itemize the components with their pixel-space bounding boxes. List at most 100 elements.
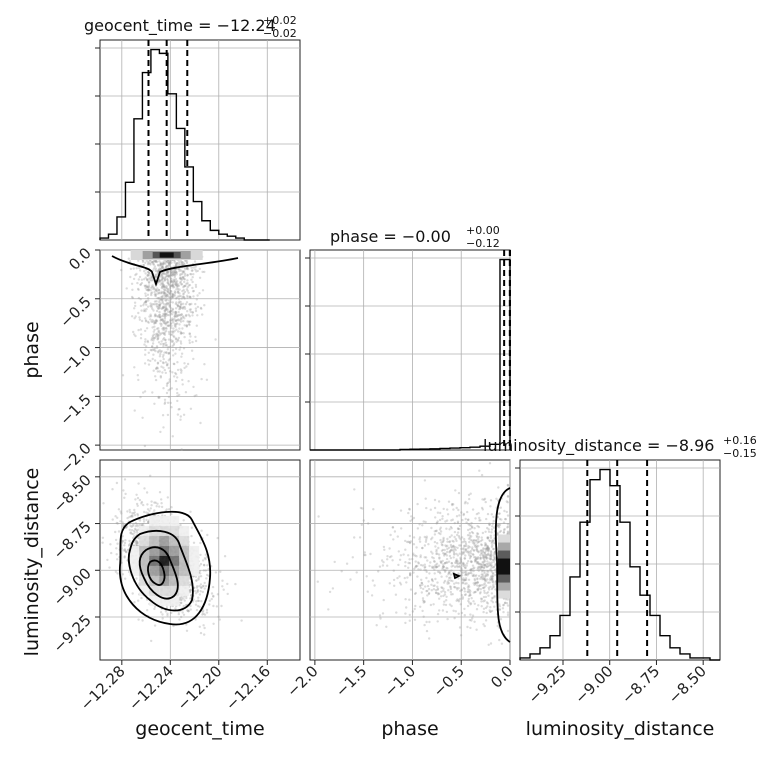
scatter-point xyxy=(159,350,162,354)
scatter-point xyxy=(487,530,491,533)
scatter-point xyxy=(174,310,177,314)
scatter-point xyxy=(185,301,189,304)
density-block xyxy=(159,535,170,546)
scatter-point xyxy=(129,267,133,271)
scatter-point xyxy=(138,498,142,502)
scatter-point xyxy=(165,299,168,302)
scatter-point xyxy=(161,314,164,318)
density-block xyxy=(159,252,174,258)
scatter-point xyxy=(152,339,155,342)
scatter-point xyxy=(131,514,134,517)
scatter-point xyxy=(161,306,164,309)
scatter-point xyxy=(475,534,478,537)
scatter-point xyxy=(152,348,155,351)
scatter-point xyxy=(149,474,152,477)
scatter-point xyxy=(455,506,458,510)
scatter-point xyxy=(148,271,151,275)
scatter-point xyxy=(145,511,148,514)
scatter-point xyxy=(174,319,177,322)
scatter-point xyxy=(159,375,162,378)
scatter-point xyxy=(200,600,203,603)
tick-label-x: −12.28 xyxy=(77,662,129,714)
scatter-point xyxy=(173,285,176,289)
scatter-point xyxy=(167,508,171,511)
scatter-point xyxy=(191,311,194,314)
scatter-point xyxy=(135,528,138,531)
scatter-point xyxy=(183,324,186,327)
scatter-point xyxy=(146,339,149,343)
scatter-point xyxy=(155,273,158,276)
scatter-point xyxy=(180,369,183,372)
scatter-point xyxy=(157,297,160,300)
scatter-point xyxy=(414,604,417,608)
scatter-point xyxy=(163,401,167,404)
scatter-point xyxy=(466,510,469,514)
scatter-point xyxy=(170,309,173,313)
scatter-point xyxy=(192,357,195,361)
scatter-point xyxy=(142,278,146,281)
scatter-point xyxy=(158,260,161,263)
title-luminosity_distance: luminosity_distance = −8.96 xyxy=(483,436,714,456)
scatter-point xyxy=(158,305,161,308)
scatter-point xyxy=(138,275,142,279)
scatter-point xyxy=(133,301,137,304)
scatter-point xyxy=(110,551,113,555)
scatter-point xyxy=(450,565,453,568)
scatter-point xyxy=(182,262,186,265)
scatter-point xyxy=(200,377,203,381)
scatter-point xyxy=(491,575,495,578)
scatter-point xyxy=(478,469,481,472)
scatter-point xyxy=(174,270,178,274)
scatter-point xyxy=(405,581,408,584)
scatter-point xyxy=(197,577,200,580)
scatter-point xyxy=(178,300,181,303)
scatter-point xyxy=(148,315,151,318)
scatter-point xyxy=(149,318,152,321)
scatter-point xyxy=(492,519,495,523)
scatter-point xyxy=(475,539,478,542)
scatter-point xyxy=(151,318,154,322)
scatter-point xyxy=(161,266,164,269)
scatter-point xyxy=(460,547,463,551)
scatter-point xyxy=(463,557,467,560)
scatter-point xyxy=(172,294,175,297)
scatter-point xyxy=(414,560,417,563)
scatter-point xyxy=(157,264,160,267)
scatter-point xyxy=(114,530,117,534)
scatter-point xyxy=(486,512,490,516)
scatter-point xyxy=(150,293,153,297)
scatter-point xyxy=(177,330,180,333)
scatter-point xyxy=(174,262,178,265)
scatter-point xyxy=(169,284,172,288)
scatter-point xyxy=(491,544,494,547)
scatter-point xyxy=(458,527,461,531)
scatter-point xyxy=(101,541,104,544)
scatter-point xyxy=(164,323,168,326)
scatter-point xyxy=(153,259,157,263)
scatter-points xyxy=(120,250,217,451)
scatter-point xyxy=(358,536,362,539)
scatter-point xyxy=(170,506,173,509)
scatter-point xyxy=(144,340,147,343)
scatter-point xyxy=(170,333,174,336)
scatter-point xyxy=(433,560,436,563)
scatter-point xyxy=(101,536,105,539)
scatter-point xyxy=(145,259,148,262)
scatter-point xyxy=(179,274,182,277)
scatter-point xyxy=(190,349,194,352)
scatter-point xyxy=(158,278,161,282)
scatter-point xyxy=(491,522,495,525)
scatter-point xyxy=(448,576,451,580)
scatter-point xyxy=(172,311,175,314)
scatter-point xyxy=(192,541,196,544)
scatter-point xyxy=(488,539,492,543)
scatter-point xyxy=(146,503,149,506)
scatter-point xyxy=(470,572,473,575)
scatter-point xyxy=(191,311,194,314)
scatter-point xyxy=(169,333,173,336)
scatter-point xyxy=(140,500,144,504)
scatter-point xyxy=(158,505,161,508)
scatter-point xyxy=(176,286,179,289)
scatter-point xyxy=(167,275,170,278)
scatter-point xyxy=(445,527,448,530)
